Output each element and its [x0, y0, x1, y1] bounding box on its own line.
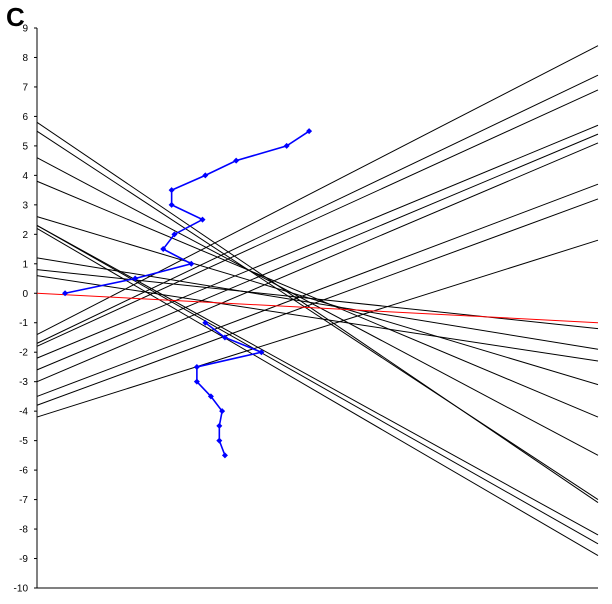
series-line	[36, 257, 599, 350]
path-point	[188, 260, 195, 267]
series-line	[36, 45, 599, 335]
axes	[34, 27, 598, 589]
panel-label: C	[6, 2, 25, 32]
series-line	[36, 269, 599, 330]
reference-series-line	[36, 292, 599, 324]
series-line	[36, 275, 599, 362]
y-tick-label: -8	[19, 525, 28, 536]
path-point	[216, 437, 223, 444]
series-line	[36, 157, 599, 456]
y-tick-label: -3	[19, 377, 28, 388]
y-tick-label: -10	[14, 584, 29, 595]
path-point	[168, 187, 175, 194]
series-line	[36, 227, 599, 557]
path-point	[216, 422, 223, 429]
path-point	[219, 408, 226, 415]
y-tick-label: 1	[22, 259, 28, 270]
path-series	[62, 128, 313, 459]
path-point	[199, 216, 206, 223]
y-tick-label: -2	[19, 348, 28, 359]
y-tick-label: 6	[22, 112, 28, 123]
series-line	[36, 89, 599, 347]
path-point	[193, 363, 200, 370]
path-point	[160, 246, 167, 253]
series-line	[36, 225, 599, 536]
path-point	[221, 452, 228, 459]
y-tick-label: 4	[22, 171, 28, 182]
y-tick-label: -4	[19, 407, 28, 418]
series-line	[36, 142, 599, 383]
path-point	[258, 349, 265, 356]
path-series-line	[64, 130, 310, 295]
y-tick-label: 5	[22, 141, 28, 152]
path-point	[306, 128, 313, 135]
path-series-line	[196, 322, 265, 456]
y-tick-label: 8	[22, 53, 28, 64]
series-line	[36, 239, 599, 418]
y-tick-label: 0	[22, 289, 28, 300]
path-point	[193, 378, 200, 385]
y-tick-label: -5	[19, 436, 28, 447]
y-tick-label: -7	[19, 495, 28, 506]
y-tick-label: 3	[22, 200, 28, 211]
y-tick-label: 2	[22, 230, 28, 241]
series-line	[36, 133, 599, 371]
series-line	[36, 124, 599, 359]
path-point	[221, 334, 228, 341]
path-point	[168, 201, 175, 208]
series-line	[36, 130, 599, 500]
path-point	[171, 231, 178, 238]
y-tick-labels: 9 8 7 6 5 4 3 2 1 0 -1 -2 -3 -4 -5 -6 -7 -8 -9 -10	[14, 24, 29, 595]
series-line	[36, 198, 599, 406]
path-point	[62, 290, 69, 297]
path-point	[202, 319, 209, 326]
y-tick-label: 7	[22, 82, 28, 93]
y-tick-label: 9	[22, 24, 28, 35]
y-tick-label: -6	[19, 466, 28, 477]
y-tick-label: -1	[19, 318, 28, 329]
y-tick-label: -9	[19, 554, 28, 565]
path-point	[207, 393, 214, 400]
series-line	[36, 225, 599, 545]
reference-line	[36, 292, 599, 324]
black-lines	[36, 45, 599, 557]
series-line	[36, 183, 599, 397]
path-point	[132, 275, 139, 282]
series-line	[36, 216, 599, 386]
path-point	[233, 157, 240, 164]
path-point	[283, 142, 290, 149]
series-line	[36, 121, 599, 503]
path-point	[202, 172, 209, 179]
